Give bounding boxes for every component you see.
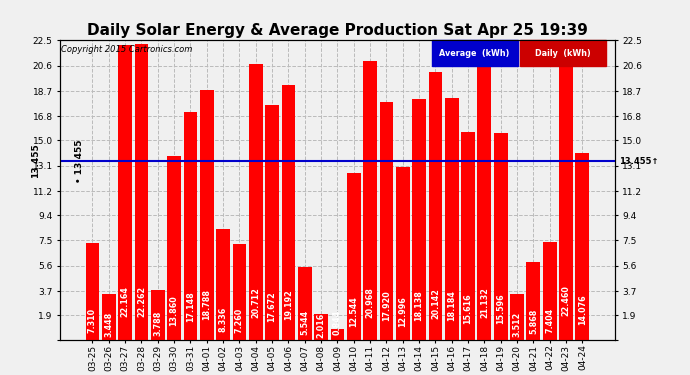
Bar — [102, 294, 116, 340]
Text: 12.996: 12.996 — [398, 296, 407, 327]
Bar — [494, 132, 508, 340]
Bar — [575, 153, 589, 340]
Text: Daily  (kWh): Daily (kWh) — [535, 49, 591, 58]
Bar — [526, 262, 540, 340]
Bar — [167, 156, 181, 340]
Bar — [216, 229, 230, 340]
Text: 20.712: 20.712 — [251, 288, 260, 318]
Text: • 13.455: • 13.455 — [75, 139, 84, 183]
Text: 15.616: 15.616 — [464, 293, 473, 324]
Bar — [249, 64, 263, 340]
Text: 8.336: 8.336 — [219, 306, 228, 332]
Bar — [477, 59, 491, 340]
Bar — [314, 314, 328, 340]
Bar — [200, 90, 214, 340]
Bar — [135, 44, 148, 340]
Bar — [282, 85, 295, 340]
Bar — [396, 167, 410, 340]
Bar — [445, 98, 459, 340]
Text: 18.184: 18.184 — [447, 290, 456, 321]
Bar — [461, 132, 475, 340]
Text: 14.076: 14.076 — [578, 295, 587, 326]
FancyBboxPatch shape — [520, 40, 607, 66]
Text: Copyright 2015 Cartronics.com: Copyright 2015 Cartronics.com — [61, 45, 193, 54]
Bar — [380, 102, 393, 340]
Text: 18.138: 18.138 — [415, 290, 424, 321]
Bar — [347, 173, 361, 340]
Text: 17.148: 17.148 — [186, 291, 195, 322]
Text: 7.310: 7.310 — [88, 308, 97, 333]
Bar — [412, 99, 426, 340]
Text: 22.164: 22.164 — [121, 286, 130, 317]
Text: 5.544: 5.544 — [300, 309, 309, 334]
Bar — [559, 41, 573, 340]
Text: 20.968: 20.968 — [366, 287, 375, 318]
Bar — [86, 243, 99, 340]
Text: 7.260: 7.260 — [235, 308, 244, 333]
Text: 7.404: 7.404 — [545, 308, 554, 333]
Bar — [265, 105, 279, 340]
Text: 3.512: 3.512 — [513, 311, 522, 337]
Text: 20.142: 20.142 — [431, 288, 440, 319]
Text: 17.920: 17.920 — [382, 291, 391, 321]
FancyBboxPatch shape — [432, 40, 518, 66]
Bar — [118, 45, 132, 340]
Text: 15.596: 15.596 — [496, 293, 505, 324]
Bar — [233, 244, 246, 340]
Text: 13.860: 13.860 — [170, 295, 179, 326]
Text: 13.455↑: 13.455↑ — [619, 156, 658, 165]
Text: 18.788: 18.788 — [202, 290, 211, 320]
Text: 22.262: 22.262 — [137, 285, 146, 316]
Text: 3.788: 3.788 — [153, 311, 162, 336]
Text: 5.868: 5.868 — [529, 309, 538, 334]
Text: 0.844: 0.844 — [333, 309, 342, 335]
Bar — [428, 72, 442, 340]
Text: 22.460: 22.460 — [562, 286, 571, 316]
Bar — [510, 294, 524, 340]
Bar — [543, 242, 557, 340]
Bar — [298, 267, 312, 340]
Text: 19.192: 19.192 — [284, 289, 293, 320]
Bar — [151, 290, 165, 340]
Bar — [363, 61, 377, 340]
Text: 2.016: 2.016 — [317, 313, 326, 338]
Text: 3.448: 3.448 — [104, 312, 113, 337]
Bar — [184, 112, 197, 340]
Text: Average  (kWh): Average (kWh) — [440, 49, 510, 58]
Text: 21.132: 21.132 — [480, 287, 489, 318]
Text: 13.455: 13.455 — [31, 144, 40, 178]
Title: Daily Solar Energy & Average Production Sat Apr 25 19:39: Daily Solar Energy & Average Production … — [87, 23, 588, 38]
Text: 17.672: 17.672 — [268, 291, 277, 322]
Text: 12.544: 12.544 — [349, 296, 358, 327]
Bar — [331, 329, 344, 340]
